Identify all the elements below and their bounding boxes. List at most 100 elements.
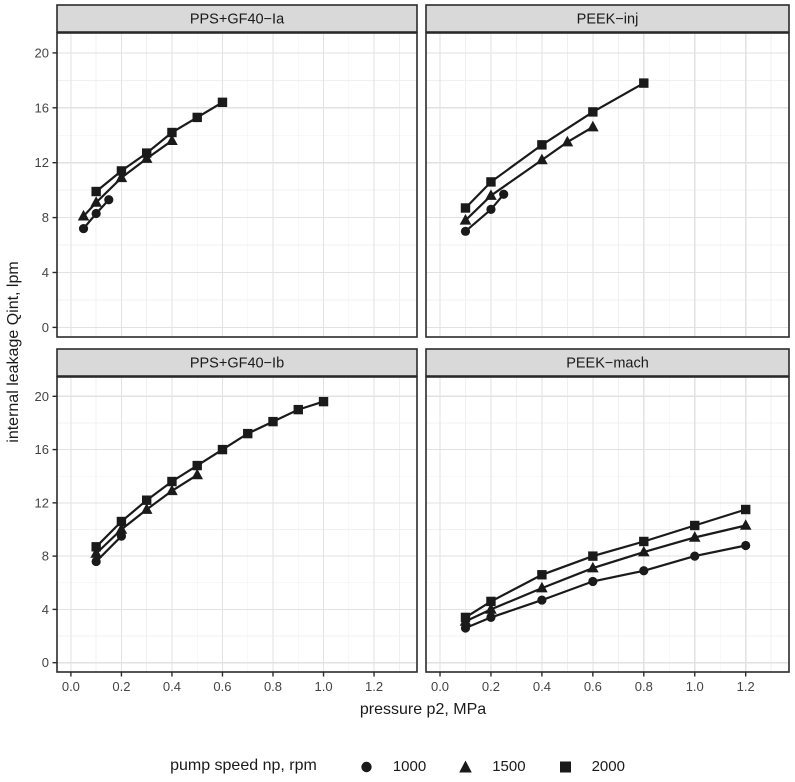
legend-item-2000: 2000 [558, 758, 625, 775]
panel-background [426, 377, 789, 672]
data-point-marker [166, 484, 178, 496]
data-point-marker [91, 208, 101, 219]
y-tick-label: 16 [35, 442, 49, 457]
legend-item-1500: 1500 [458, 758, 526, 775]
data-point-marker [91, 556, 101, 567]
data-point-marker [166, 134, 178, 146]
data-point-marker [140, 503, 153, 514]
panel-background [426, 33, 789, 337]
series-points-1000 [460, 189, 509, 236]
y-tick-label: 12 [35, 155, 49, 170]
x-tick-label: 0.6 [584, 679, 602, 694]
y-tick-label: 4 [42, 602, 49, 617]
data-point-marker [537, 595, 547, 605]
data-point-marker [293, 404, 303, 415]
series-points-2000 [460, 504, 751, 623]
series-points-1000 [91, 531, 127, 567]
x-tick-label: 0.4 [533, 679, 551, 694]
data-point-marker [587, 120, 599, 132]
facet-panel: PPS+GF40−Ib 0 4 8 12 16 20 0.0 0.2 0.4 0.6 0.8 1.0 1.… [35, 348, 418, 694]
series-points-1000 [460, 540, 751, 633]
data-point-marker [460, 623, 471, 633]
data-point-marker [460, 203, 471, 213]
data-point-marker [459, 214, 472, 225]
x-tick-label: 1.2 [365, 679, 383, 694]
panel-border [425, 376, 790, 673]
data-point-marker [90, 196, 102, 207]
data-point-marker [639, 78, 649, 88]
facet-panel: PEEK−inj [425, 4, 790, 338]
facet-title: PEEK−inj [577, 12, 639, 28]
facet-panel: PPS+GF40−Ia 0 4 8 12 16 20 [35, 4, 418, 338]
data-point-marker [91, 186, 101, 197]
x-tick-label: 1.2 [737, 679, 755, 694]
data-point-marker [268, 416, 278, 427]
data-point-marker [588, 551, 598, 561]
data-point-marker [485, 603, 497, 614]
data-point-marker [740, 504, 751, 515]
data-point-marker [587, 561, 599, 573]
data-point-marker [741, 540, 751, 551]
data-point-marker [116, 166, 127, 176]
series-line-2000 [95, 400, 324, 548]
x-tick-label: 1.0 [686, 679, 704, 694]
series-points-1500 [459, 519, 752, 626]
data-point-marker [486, 612, 496, 622]
data-point-marker [116, 531, 127, 541]
series-points-2000 [91, 97, 228, 197]
data-point-marker [217, 444, 228, 455]
data-point-marker [537, 570, 547, 580]
data-point-marker [141, 495, 152, 505]
data-point-marker [536, 581, 548, 593]
data-point-marker [167, 127, 177, 138]
facet-title: PPS+GF40−Ib [190, 356, 284, 372]
data-point-marker [243, 428, 253, 439]
series-points-2000 [460, 78, 649, 213]
data-point-marker [537, 140, 547, 150]
facet-title: PPS+GF40−Ia [190, 12, 285, 28]
data-point-marker [115, 523, 128, 534]
y-tick-label: 0 [42, 655, 49, 670]
data-point-marker [486, 177, 496, 187]
x-tick-label: 1.0 [314, 679, 332, 694]
data-point-marker [460, 612, 471, 623]
x-tick-label: 0.8 [635, 679, 653, 694]
data-point-marker [690, 520, 700, 531]
data-point-marker [78, 223, 89, 234]
data-point-marker [499, 189, 509, 199]
legend-item-label: 2000 [591, 757, 625, 775]
data-point-marker [536, 153, 548, 165]
x-tick-label: 0.6 [213, 679, 231, 694]
facet-panel: PEEK−mach 0.0 0.2 0.4 0.6 0.8 1.0 1.2 [425, 348, 790, 694]
data-point-marker [115, 171, 128, 183]
legend-item-1000: 1000 [359, 758, 426, 775]
y-tick-label: 8 [42, 549, 49, 564]
facet-title: PEEK−mach [566, 356, 649, 372]
data-point-marker [486, 596, 496, 607]
facet-strip [56, 4, 418, 33]
facet-strip [56, 348, 418, 377]
y-tick-label: 4 [42, 265, 49, 280]
series-points-1000 [78, 195, 114, 234]
data-point-marker [588, 576, 598, 587]
data-point-marker [90, 547, 102, 558]
data-point-marker [104, 195, 114, 205]
panel-border [425, 32, 790, 338]
data-point-marker [739, 519, 752, 530]
data-point-marker [192, 460, 202, 471]
facet-strip [425, 348, 790, 377]
y-tick-label: 20 [35, 45, 49, 60]
legend: pump speed np, rpm 1000 1500 2000 [0, 753, 795, 779]
data-point-marker [217, 97, 228, 108]
panel-background [57, 377, 417, 672]
data-point-marker [485, 189, 497, 200]
data-point-marker [192, 112, 202, 123]
data-point-marker [688, 531, 701, 542]
data-point-marker [639, 566, 649, 576]
data-point-marker [639, 536, 649, 547]
y-tick-label: 0 [42, 320, 49, 335]
data-point-marker [141, 148, 152, 158]
data-point-marker [167, 476, 177, 487]
data-point-marker [638, 545, 650, 557]
